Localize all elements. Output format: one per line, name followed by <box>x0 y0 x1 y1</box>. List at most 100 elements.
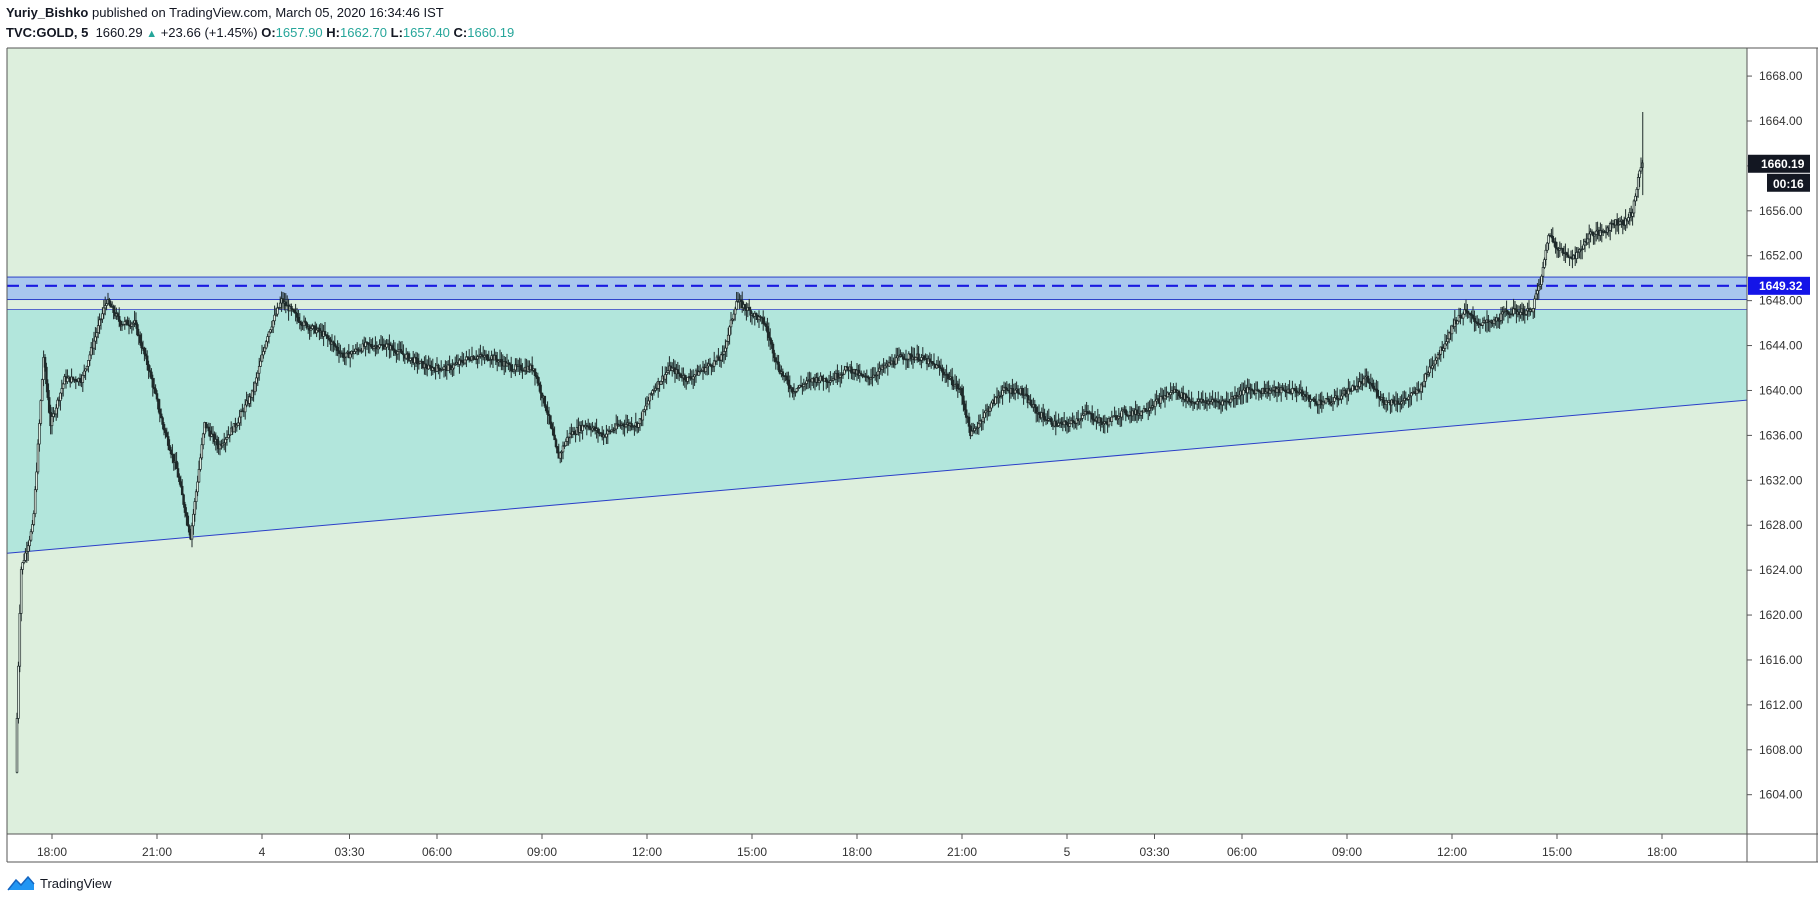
candle-body <box>558 452 562 459</box>
candle-body <box>596 428 600 434</box>
candle-body <box>539 384 542 394</box>
candle-body <box>164 429 167 434</box>
candle-body <box>624 424 628 428</box>
candle-body <box>816 377 820 383</box>
x-tick-label: 4 <box>259 845 266 859</box>
candle-body <box>40 379 44 402</box>
candle-body <box>17 665 20 719</box>
candle <box>17 661 20 724</box>
candle <box>1428 359 1431 377</box>
candle-body <box>263 347 267 352</box>
candle-body <box>96 325 100 334</box>
candle <box>757 310 761 328</box>
candle-body <box>1594 230 1598 235</box>
low-label: L: <box>390 25 403 40</box>
candle-body <box>15 718 19 773</box>
candle-body <box>1065 421 1069 426</box>
candle-body <box>1081 414 1084 419</box>
candle <box>1450 324 1454 342</box>
candle-body <box>1561 247 1564 254</box>
candle <box>624 414 628 429</box>
published-text: published on TradingView.com, March 05, … <box>92 5 444 20</box>
candle-body <box>843 369 846 375</box>
candle-body <box>735 301 738 310</box>
candle-body <box>962 395 965 405</box>
candle-body <box>103 305 107 309</box>
candle-body <box>432 367 436 370</box>
footer-brand[interactable]: TradingView <box>6 874 112 892</box>
candle-body <box>138 334 142 343</box>
candle-body <box>500 359 503 363</box>
candle-body <box>988 407 992 412</box>
publish-info: Yuriy_Bishko published on TradingView.co… <box>6 5 444 20</box>
ascending-support-line[interactable] <box>6 399 1748 554</box>
candle <box>540 392 544 407</box>
candle-body <box>355 348 359 351</box>
candle-body <box>770 339 773 345</box>
resistance-zone[interactable] <box>6 276 1748 301</box>
candle-body <box>1575 252 1578 260</box>
candle-body <box>893 363 897 366</box>
candle <box>66 369 69 384</box>
symbol-name[interactable]: TVC:GOLD, 5 <box>6 25 89 40</box>
candle-body <box>1481 322 1485 326</box>
candle-body <box>378 344 381 348</box>
candle-body <box>155 393 159 400</box>
resistance-price-label: 1649.32 <box>1759 279 1803 293</box>
candle-body <box>1349 390 1353 393</box>
x-tick-label: 12:00 <box>1437 845 1467 859</box>
candle-body <box>116 313 120 317</box>
candle <box>385 338 388 357</box>
candle <box>876 363 880 385</box>
candle-body <box>178 476 181 483</box>
price-labels: 1660.19 00:16 1649.32 <box>1748 154 1810 295</box>
candle-body <box>897 355 901 358</box>
candle <box>561 441 565 460</box>
candle-body <box>238 416 241 424</box>
author-name[interactable]: Yuriy_Bishko <box>6 5 89 20</box>
candle <box>1050 416 1053 428</box>
candle <box>201 432 205 450</box>
candle-body <box>1512 308 1515 315</box>
x-tick-label: 03:30 <box>334 845 364 859</box>
candle <box>1254 381 1258 400</box>
candle <box>932 353 936 370</box>
candle-body <box>117 316 121 322</box>
candle <box>960 384 964 406</box>
x-tick-label: 12:00 <box>632 845 662 859</box>
candle-body <box>32 513 36 525</box>
candle-body <box>207 426 211 432</box>
candle-body <box>396 351 400 355</box>
candle-body <box>932 363 936 365</box>
candle-body <box>59 392 62 401</box>
low-value: 1657.40 <box>402 25 450 40</box>
candle-body <box>126 320 129 326</box>
candle-body <box>29 531 33 541</box>
resistance-zone-box[interactable] <box>6 276 1748 301</box>
candle <box>964 400 968 424</box>
candle <box>61 382 65 397</box>
candle-body <box>820 375 824 380</box>
candle-body <box>1288 388 1291 393</box>
candle <box>26 541 30 562</box>
candle-body <box>990 402 993 409</box>
candle-body <box>1314 401 1318 405</box>
candle <box>424 355 428 376</box>
candle-body <box>292 309 296 313</box>
candle-body <box>845 366 849 368</box>
candle-body <box>165 432 169 437</box>
candle-body <box>543 395 547 407</box>
y-tick-label: 1664.00 <box>1759 114 1803 128</box>
candle <box>200 437 204 460</box>
candle-body <box>271 320 275 328</box>
candle-body <box>683 375 687 381</box>
candle <box>341 348 345 362</box>
candle-body <box>1020 388 1024 395</box>
candle-body <box>267 331 271 337</box>
candle-body <box>641 410 645 421</box>
candle-body <box>480 354 484 357</box>
candle-body <box>540 392 544 399</box>
candle-body <box>326 335 330 339</box>
candle <box>641 409 645 427</box>
